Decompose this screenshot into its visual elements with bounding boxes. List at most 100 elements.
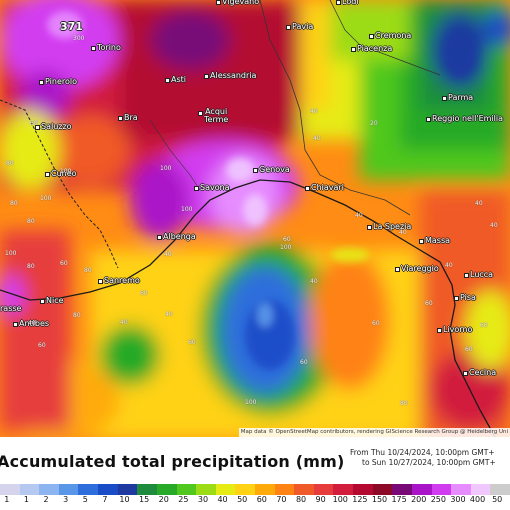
precip-value: 80 bbox=[73, 312, 81, 319]
scale-tick-label: 1 bbox=[4, 495, 10, 504]
precip-value: 300 bbox=[73, 35, 85, 42]
city-label: Parma bbox=[441, 93, 474, 102]
scale-tick-label: 100 bbox=[332, 495, 348, 504]
precip-value: 60 bbox=[30, 120, 38, 127]
city-label: Pinerolo bbox=[39, 77, 77, 86]
city-label: Reggio nell'Emilia bbox=[426, 114, 503, 123]
scale-tick-label: 90 bbox=[315, 495, 326, 504]
precip-value: 40 bbox=[490, 222, 498, 229]
period-from: From Thu 10/24/2024, 10:00pm GMT+ bbox=[350, 448, 495, 457]
scale-swatch bbox=[490, 484, 510, 495]
city-label: Viareggio bbox=[395, 264, 439, 273]
scale-swatch bbox=[235, 484, 256, 495]
precip-value: 40 bbox=[313, 135, 321, 142]
precip-value: 80 bbox=[10, 200, 18, 207]
city-label: Cremona bbox=[368, 31, 412, 40]
precip-value: 60 bbox=[188, 339, 196, 346]
scale-swatch bbox=[58, 484, 79, 495]
precip-value: 40 bbox=[165, 311, 173, 318]
precip-value: 60 bbox=[372, 320, 380, 327]
city-label: Genova bbox=[253, 165, 290, 174]
scale-tick-label: 7 bbox=[102, 495, 108, 504]
scale-tick-label: 30 bbox=[197, 495, 209, 504]
city-label: Livorno bbox=[436, 325, 473, 334]
precip-value: 60 bbox=[60, 260, 68, 267]
precip-value: 100 bbox=[5, 250, 17, 257]
city-label: Alessandria bbox=[203, 71, 257, 80]
city-label: Lodi bbox=[336, 0, 359, 6]
scale-swatch bbox=[196, 484, 217, 495]
scale-swatch bbox=[372, 484, 393, 495]
scale-tick-label: 60 bbox=[256, 495, 267, 504]
scale-tick-label: 5 bbox=[82, 495, 88, 504]
scale-tick-label: 3 bbox=[63, 495, 69, 504]
color-scale-bar bbox=[0, 484, 510, 495]
legend-panel: Accumulated total precipitation (mm) Fro… bbox=[0, 437, 510, 510]
precip-value: 100 bbox=[40, 195, 52, 202]
precip-value: 20 bbox=[370, 120, 378, 127]
precip-value: 371 bbox=[60, 20, 83, 33]
precip-value: 40 bbox=[355, 212, 363, 219]
precip-value: 40 bbox=[399, 229, 407, 236]
precip-value: 40 bbox=[475, 200, 483, 207]
precip-value: 100 bbox=[181, 206, 193, 213]
scale-swatch bbox=[78, 484, 99, 495]
city-label: Piacenza bbox=[350, 44, 393, 53]
scale-swatch bbox=[470, 484, 491, 495]
scale-swatch bbox=[411, 484, 433, 495]
city-label: Lucca bbox=[463, 270, 494, 279]
precip-value: 60 bbox=[465, 346, 473, 353]
city-label: Antibes bbox=[12, 319, 50, 328]
precip-value: 100 bbox=[245, 399, 257, 406]
scale-swatch bbox=[19, 484, 40, 495]
city-label: Acqui Terme bbox=[197, 107, 229, 124]
precip-value: 100 bbox=[160, 165, 172, 172]
scale-swatch bbox=[0, 484, 21, 495]
precip-value: 80 bbox=[6, 160, 14, 167]
scale-tick-label: 25 bbox=[178, 495, 189, 504]
legend-title: Accumulated total precipitation (mm) bbox=[0, 452, 345, 471]
precip-value: 80 bbox=[84, 267, 92, 274]
scale-swatch bbox=[333, 484, 354, 495]
scale-tick-label: 250 bbox=[430, 495, 446, 504]
scale-swatch bbox=[313, 484, 334, 495]
scale-tick-label: 175 bbox=[391, 495, 407, 504]
precip-value: 40 bbox=[445, 262, 453, 269]
city-label: rasse bbox=[0, 304, 22, 313]
city-label: Vigevano bbox=[215, 0, 259, 6]
city-label: Bra bbox=[118, 113, 138, 122]
city-label: Savona bbox=[194, 183, 230, 192]
scale-swatch bbox=[215, 484, 236, 495]
scale-swatch bbox=[255, 484, 276, 495]
precip-value: 80 bbox=[400, 400, 408, 407]
scale-tick-label: 20 bbox=[158, 495, 169, 504]
scale-swatch bbox=[176, 484, 197, 495]
precip-value: 40 bbox=[310, 108, 318, 115]
scale-tick-label: 10 bbox=[119, 495, 130, 504]
precip-value: 40 bbox=[120, 319, 128, 326]
city-label: La Spezia bbox=[366, 222, 412, 231]
scale-swatch bbox=[117, 484, 138, 495]
precipitation-field bbox=[0, 0, 510, 437]
scale-swatch bbox=[156, 484, 178, 495]
precipitation-map[interactable]: Vigevano Lodi Pavia Cremona Torino Piacenza Pi… bbox=[0, 0, 510, 437]
scale-tick-label: 50 bbox=[492, 495, 503, 504]
scale-tick-label: 40 bbox=[217, 495, 228, 504]
color-scale-labels: 1 1 2 3 5 7 10 15 20 25 30 40 50 60 70 80 90 100 125 150 175… bbox=[0, 495, 510, 507]
scale-tick-label: 2 bbox=[43, 495, 49, 504]
scale-swatch bbox=[137, 484, 158, 495]
scale-swatch bbox=[294, 484, 315, 495]
city-label: Nice bbox=[40, 296, 64, 305]
city-label: Pisa bbox=[454, 293, 476, 302]
scale-swatch bbox=[431, 484, 452, 495]
city-label: Torino bbox=[91, 43, 121, 52]
map-attribution[interactable]: Map data © OpenStreetMap contributors, r… bbox=[238, 428, 510, 437]
scale-tick-label: 15 bbox=[139, 495, 150, 504]
scale-swatch bbox=[353, 484, 374, 495]
scale-tick-label: 1 bbox=[23, 495, 29, 504]
precip-value: 80 bbox=[27, 218, 35, 225]
scale-swatch bbox=[39, 484, 60, 495]
scale-tick-label: 150 bbox=[371, 495, 388, 504]
time-period: From Thu 10/24/2024, 10:00pm GMT+ to Sun… bbox=[350, 448, 496, 468]
scale-tick-label: 80 bbox=[295, 495, 307, 504]
